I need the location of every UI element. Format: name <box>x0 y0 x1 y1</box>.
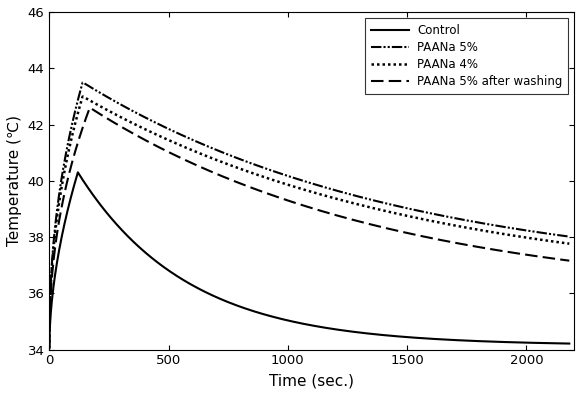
PAANa 5% <box>80 80 87 85</box>
PAANa 5% after washing <box>403 231 410 235</box>
PAANa 5% <box>452 216 459 221</box>
PAANa 5% <box>566 234 573 239</box>
PAANa 5% <box>461 218 468 222</box>
Line: PAANa 5% after washing: PAANa 5% after washing <box>49 108 569 348</box>
PAANa 5% <box>257 164 264 169</box>
PAANa 4% <box>80 94 87 99</box>
Control <box>74 170 81 175</box>
PAANa 4% <box>275 179 282 184</box>
Line: PAANa 4%: PAANa 4% <box>49 97 569 348</box>
Control <box>403 335 410 339</box>
PAANa 4% <box>461 225 468 229</box>
PAANa 5% after washing <box>461 242 468 247</box>
PAANa 5% after washing <box>452 241 459 245</box>
PAANa 5% <box>46 346 53 351</box>
PAANa 4% <box>99 105 106 110</box>
Line: PAANa 5%: PAANa 5% <box>49 83 569 348</box>
Control <box>275 316 282 321</box>
PAANa 5% <box>275 171 282 175</box>
X-axis label: Time (sec.): Time (sec.) <box>269 373 354 388</box>
PAANa 4% <box>46 346 53 351</box>
PAANa 5% <box>99 92 106 97</box>
PAANa 5% after washing <box>99 113 106 118</box>
PAANa 5% after washing <box>566 258 573 263</box>
PAANa 4% <box>566 241 573 246</box>
Control <box>46 346 53 351</box>
PAANa 4% <box>452 223 459 228</box>
Y-axis label: Temperature (℃): Temperature (℃) <box>7 115 22 246</box>
PAANa 5% after washing <box>46 346 53 351</box>
Legend: Control, PAANa 5%, PAANa 4%, PAANa 5% after washing: Control, PAANa 5%, PAANa 4%, PAANa 5% af… <box>365 18 568 94</box>
Control <box>452 338 459 342</box>
PAANa 5% after washing <box>257 188 264 193</box>
PAANa 5% after washing <box>87 105 94 110</box>
PAANa 4% <box>257 173 264 178</box>
PAANa 4% <box>403 213 410 218</box>
Control <box>99 206 106 211</box>
Control <box>566 341 573 346</box>
PAANa 5% after washing <box>275 195 282 200</box>
Line: Control: Control <box>49 172 569 348</box>
PAANa 5% <box>403 206 410 211</box>
Control <box>257 311 264 316</box>
Control <box>461 338 468 343</box>
